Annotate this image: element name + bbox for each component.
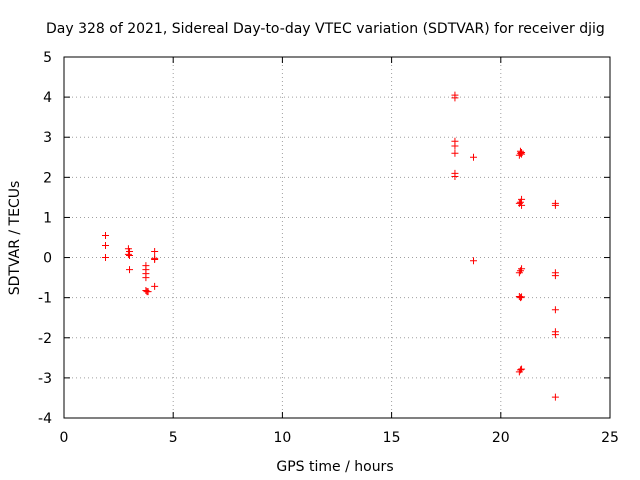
data-point [516,366,524,374]
x-tick-label: 15 [383,430,401,446]
y-tick-label: -4 [38,411,52,427]
data-point [451,94,459,102]
data-point [126,266,134,274]
data-point [151,256,159,264]
x-tick-label: 20 [492,430,510,446]
data-point [551,272,559,280]
data-point [518,293,526,301]
data-point [126,252,134,260]
data-point [518,201,526,209]
data-point [516,198,524,206]
y-tick-label: 2 [43,170,52,186]
data-point [151,282,159,290]
data-point [144,288,152,296]
data-point [124,250,132,258]
y-tick-label: 3 [43,130,52,146]
x-tick-label: 25 [601,430,619,446]
data-point [142,274,150,282]
data-point [101,242,109,250]
grid-layer [64,57,610,418]
x-tick-label: 10 [273,430,291,446]
y-tick-label: 4 [43,90,52,106]
x-axis-label: GPS time / hours [276,459,393,475]
tick-layer: 0 5 10 15 20 25 -4 -3 -2 -1 0 1 2 3 4 5 [38,50,619,446]
data-point [518,150,526,158]
data-point [451,142,459,150]
data-point [151,248,159,256]
data-point [451,149,459,157]
y-tick-label: -3 [38,371,52,387]
data-point [101,254,109,262]
data-point [518,365,526,373]
data-point [515,269,523,277]
x-tick-label: 0 [60,430,69,446]
data-point [551,331,559,339]
y-tick-label: 0 [43,251,52,267]
y-axis-label: SDTVAR / TECUs [7,181,23,296]
plot-frame [63,56,611,419]
y-tick-label: 5 [43,50,52,66]
y-tick-label: -1 [38,291,52,307]
data-point [470,153,477,161]
x-tick-label: 5 [169,430,178,446]
y-tick-label: -2 [38,331,52,347]
data-point [101,231,109,239]
data-point [516,294,524,302]
data-point [470,257,477,265]
data-point [551,393,559,401]
y-tick-label: 1 [43,210,52,226]
data-point [551,306,559,314]
data-point [551,201,559,209]
data-points [101,91,559,401]
data-point [451,173,459,181]
chart-title: Day 328 of 2021, Sidereal Day-to-day VTE… [46,21,605,37]
